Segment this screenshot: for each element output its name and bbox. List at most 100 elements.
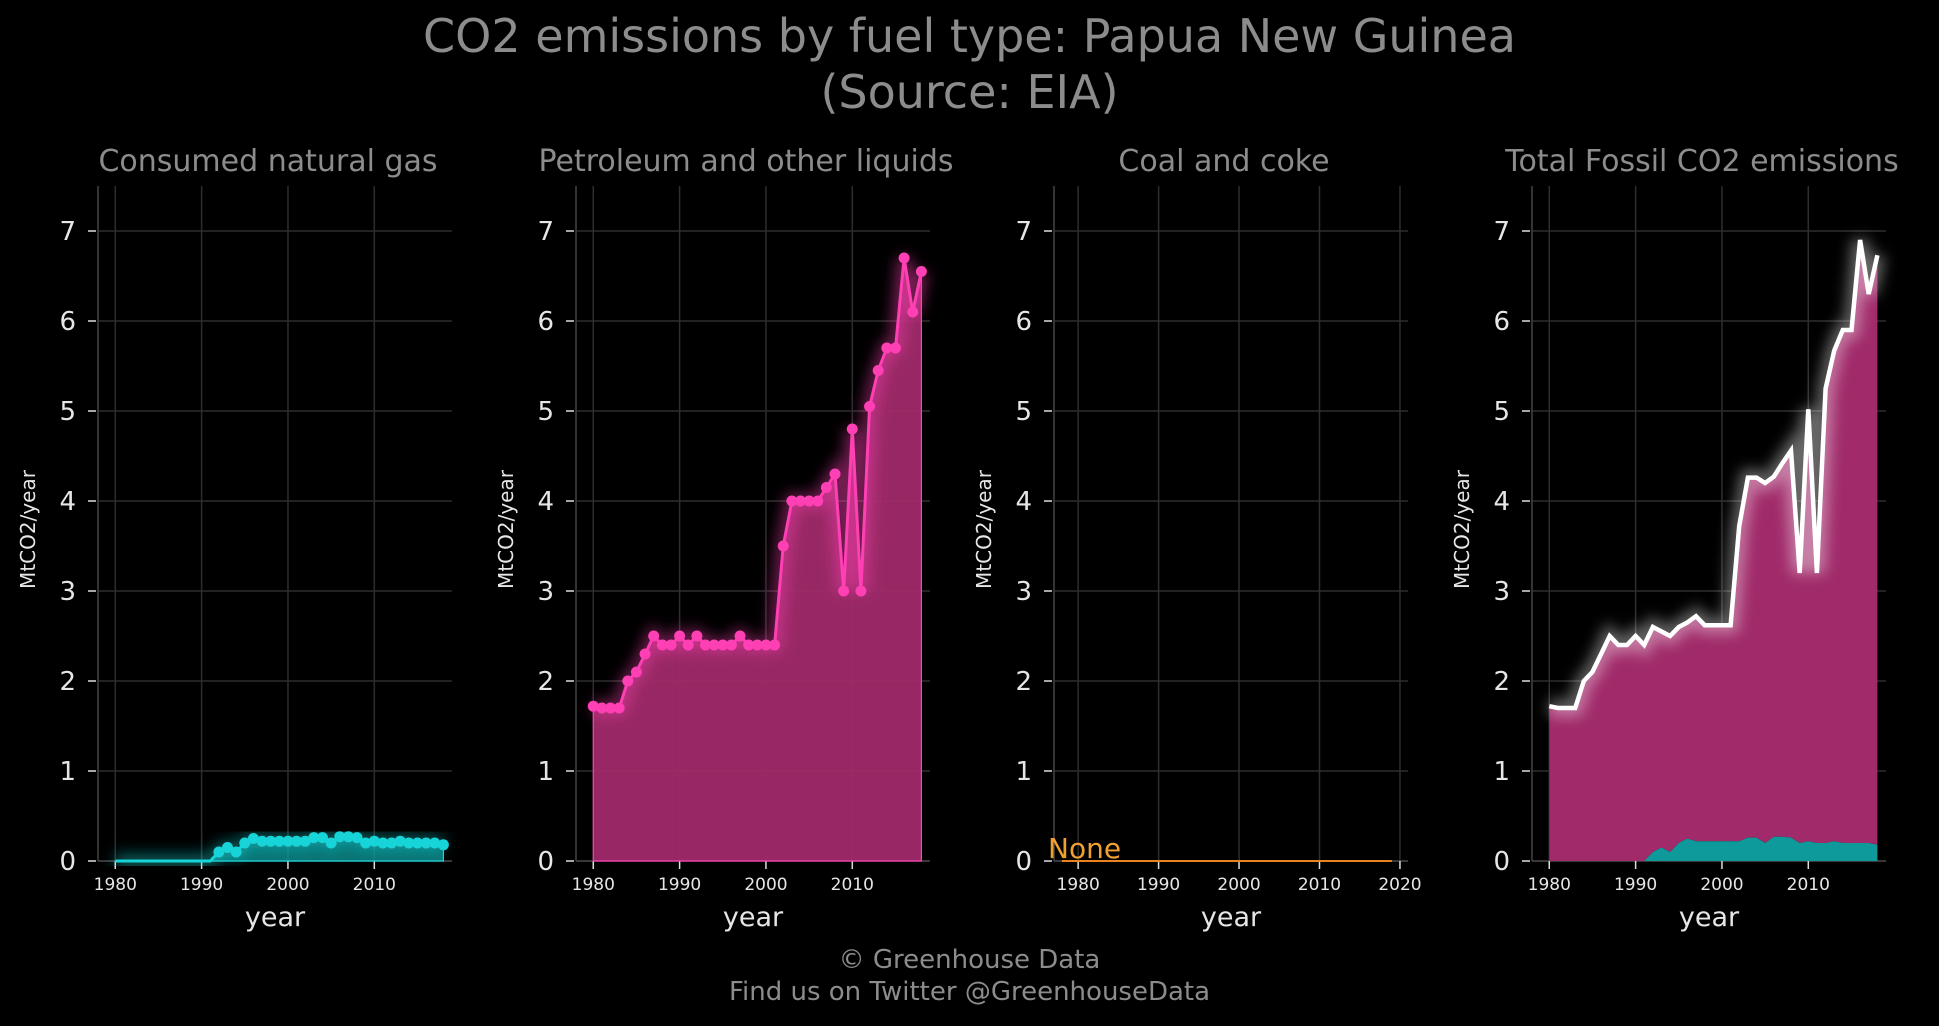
data-point <box>316 832 328 844</box>
y-tick-label: 2 <box>1493 667 1510 697</box>
data-point <box>282 835 294 847</box>
data-point <box>725 639 737 651</box>
data-point <box>803 495 815 507</box>
data-point <box>230 846 242 858</box>
data-point <box>351 832 363 844</box>
data-point <box>403 837 415 849</box>
x-tick-label: 1990 <box>1137 875 1180 895</box>
panel-title: Consumed natural gas <box>98 144 437 179</box>
panel-4 <box>1522 186 1886 869</box>
data-point <box>420 837 432 849</box>
x-tick-label: 2010 <box>1298 875 1341 895</box>
data-point <box>691 630 703 642</box>
data-point <box>342 831 354 843</box>
data-point <box>587 700 599 712</box>
x-axis-label: year <box>723 902 784 933</box>
data-point <box>777 540 789 552</box>
y-tick-label: 7 <box>537 217 554 247</box>
y-tick-label: 0 <box>1015 847 1032 877</box>
area-fill <box>592 257 922 862</box>
petroleum-stack-area <box>1549 240 1878 861</box>
data-point <box>630 666 642 678</box>
y-tick-label: 4 <box>537 487 554 517</box>
data-point <box>794 495 806 507</box>
data-point <box>360 837 372 849</box>
y-tick-label: 5 <box>59 397 76 427</box>
y-tick-label: 0 <box>1493 847 1510 877</box>
y-tick-label: 4 <box>59 487 76 517</box>
x-tick-label: 1980 <box>572 875 615 895</box>
data-point <box>648 630 660 642</box>
x-tick-label: 1990 <box>658 875 701 895</box>
data-point <box>222 842 234 853</box>
y-tick-label: 1 <box>1493 757 1510 787</box>
y-tick-label: 5 <box>537 397 554 427</box>
data-point <box>386 837 398 849</box>
y-axis-label: MtCO2/year <box>972 469 996 589</box>
x-tick-label: 2020 <box>1378 875 1421 895</box>
y-tick-label: 7 <box>1015 217 1032 247</box>
data-point <box>855 585 867 597</box>
data-point <box>656 639 668 651</box>
title-line-1: CO2 emissions by fuel type: Papua New Gu… <box>423 9 1516 63</box>
data-point <box>769 639 781 651</box>
data-point <box>394 835 406 847</box>
x-axis-label: year <box>245 902 306 933</box>
footer-copyright: © Greenhouse Data <box>838 945 1101 975</box>
y-tick-label: 1 <box>1015 757 1032 787</box>
y-tick-label: 7 <box>1493 217 1510 247</box>
panel-title: Total Fossil CO2 emissions <box>1504 144 1898 179</box>
data-point <box>308 832 320 844</box>
data-point <box>786 495 798 507</box>
data-point <box>437 839 449 851</box>
data-point <box>596 702 608 714</box>
y-tick-label: 5 <box>1015 397 1032 427</box>
panel-3 <box>1044 186 1408 869</box>
data-point <box>734 630 746 642</box>
y-tick-label: 6 <box>1493 307 1510 337</box>
data-point <box>872 365 884 376</box>
data-point <box>881 342 893 354</box>
y-axis-label: MtCO2/year <box>16 469 40 589</box>
panel-title: Coal and coke <box>1118 144 1329 179</box>
y-axis-label: MtCO2/year <box>494 469 518 589</box>
y-tick-label: 3 <box>59 577 76 607</box>
data-point <box>247 833 259 844</box>
y-tick-label: 1 <box>537 757 554 787</box>
total-line <box>1548 239 1880 711</box>
y-tick-label: 6 <box>59 307 76 337</box>
data-point <box>613 702 625 714</box>
panel-title: Petroleum and other liquids <box>538 144 953 179</box>
y-tick-label: 2 <box>1015 667 1032 697</box>
data-point <box>760 639 772 651</box>
data-point <box>639 648 651 660</box>
x-tick-label: 2010 <box>831 875 874 895</box>
data-point <box>751 639 763 651</box>
y-tick-label: 3 <box>537 577 554 607</box>
title-line-2: (Source: EIA) <box>820 65 1119 119</box>
data-point <box>898 252 910 264</box>
data-point <box>682 639 694 651</box>
data-point <box>291 835 303 847</box>
y-tick-label: 3 <box>1015 577 1032 607</box>
data-point <box>915 266 927 277</box>
x-axis-label: year <box>1201 902 1262 933</box>
y-tick-label: 3 <box>1493 577 1510 607</box>
footer: © Greenhouse Data Find us on Twitter @Gr… <box>0 944 1939 1008</box>
data-point <box>256 835 268 847</box>
x-tick-label: 2000 <box>1217 875 1260 895</box>
panel-1 <box>88 186 452 869</box>
data-point <box>213 846 225 858</box>
data-point <box>864 401 876 412</box>
data-point <box>889 342 901 354</box>
x-tick-label: 2000 <box>266 875 309 895</box>
panel-2 <box>566 186 930 869</box>
data-point <box>239 837 251 849</box>
footer-twitter: Find us on Twitter @GreenhouseData <box>728 977 1211 1007</box>
y-tick-label: 2 <box>537 667 554 697</box>
y-tick-label: 4 <box>1493 487 1510 517</box>
y-tick-label: 0 <box>537 847 554 877</box>
gas-stack-area <box>1549 836 1878 861</box>
data-point <box>820 482 832 493</box>
